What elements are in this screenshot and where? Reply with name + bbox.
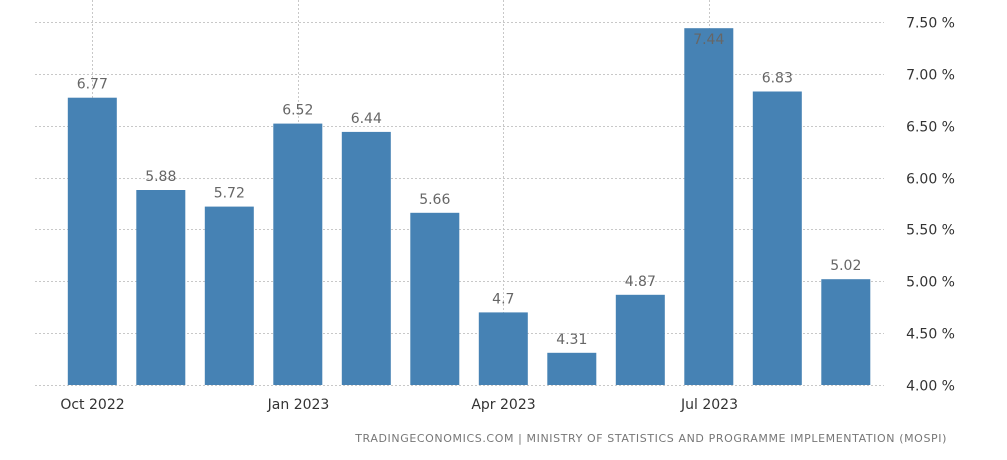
data-label: 5.72 [214, 186, 245, 202]
data-label: 5.66 [419, 192, 450, 208]
y-tick-label: 5.00 % [906, 275, 955, 291]
bar [67, 97, 117, 385]
x-tick-label: Apr 2023 [471, 397, 535, 413]
y-tick-label: 6.00 % [906, 172, 955, 188]
x-axis-ticks: Oct 2022 Jan 2023 Apr 2023 Jul 2023 [60, 397, 738, 413]
data-label: 4.87 [625, 274, 656, 290]
bar [752, 91, 802, 385]
data-label: 6.77 [77, 77, 108, 93]
data-label: 5.88 [145, 169, 176, 185]
y-tick-label: 7.50 % [906, 16, 955, 32]
x-tick-label: Jul 2023 [680, 397, 738, 413]
y-tick-label: 7.00 % [906, 68, 955, 84]
data-label: 4.31 [556, 332, 587, 348]
source-attribution: TRADINGECONOMICS.COM | MINISTRY OF STATI… [355, 432, 947, 445]
y-tick-label: 6.50 % [906, 120, 955, 136]
bar [136, 190, 186, 385]
y-axis-ticks: 4.00 % 4.50 % 5.00 % 5.50 % 6.00 % 6.50 % 7.00… [906, 16, 955, 395]
bar [684, 28, 734, 385]
bar [273, 123, 323, 385]
bar [821, 279, 871, 385]
data-label: 7.44 [693, 32, 724, 48]
data-label: 4.7 [492, 291, 514, 307]
data-label: 5.02 [830, 258, 861, 274]
bars [67, 28, 871, 385]
bar [410, 212, 460, 385]
data-label: 6.44 [351, 111, 382, 127]
x-tick-label: Oct 2022 [60, 397, 124, 413]
y-tick-label: 4.00 % [906, 379, 955, 395]
bar [478, 312, 528, 385]
data-label: 6.52 [282, 103, 313, 119]
data-labels: 6.77 5.88 5.72 6.52 6.44 5.66 4.7 4.31 4.87 7.44 6… [77, 32, 862, 348]
y-tick-label: 5.50 % [906, 223, 955, 239]
data-label: 6.83 [762, 71, 793, 87]
bar [204, 206, 254, 385]
bar [615, 294, 665, 385]
bar [341, 131, 391, 385]
x-tick-label: Jan 2023 [267, 397, 330, 413]
bar [547, 352, 597, 385]
y-tick-label: 4.50 % [906, 327, 955, 343]
